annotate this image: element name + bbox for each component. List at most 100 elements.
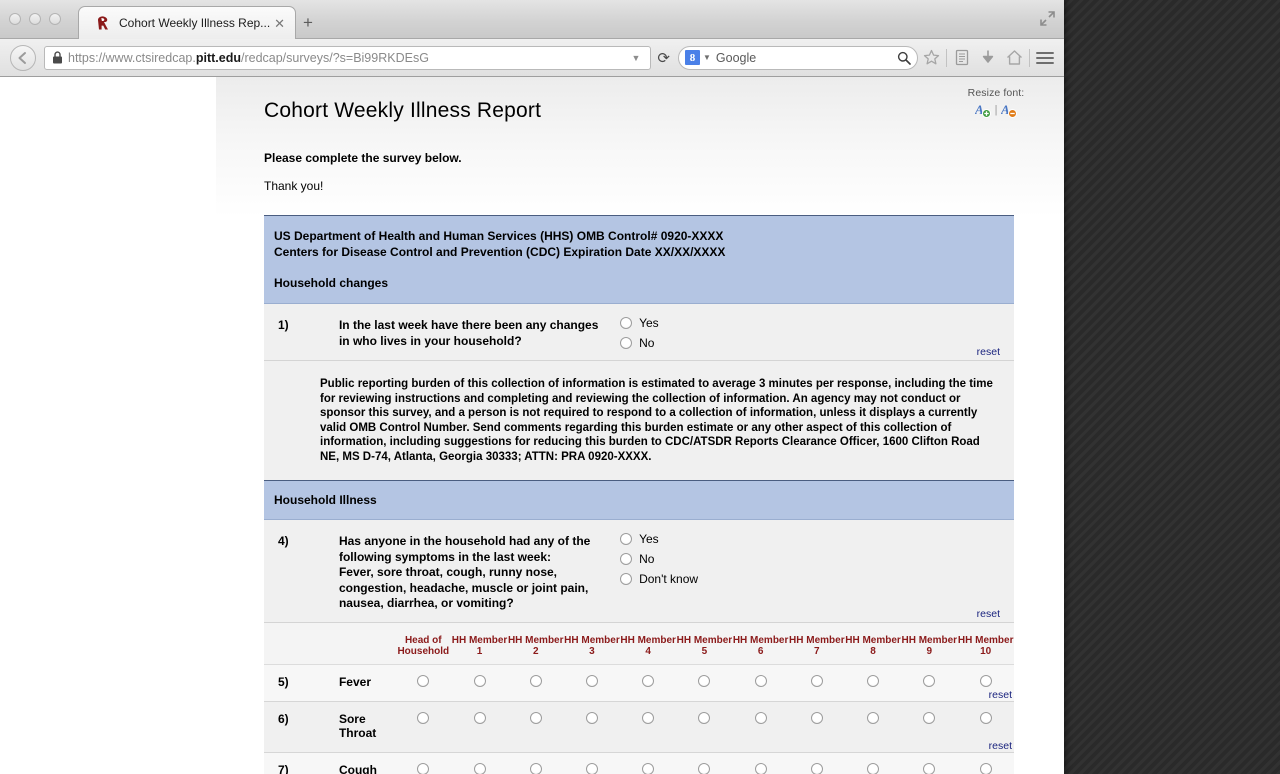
url-bar[interactable]: https://www.ctsiredcap.pitt.edu/redcap/s… [44,45,652,70]
matrix-cell[interactable] [676,752,732,774]
radio-icon[interactable] [698,711,711,724]
question-1-choice-yes[interactable]: Yes [620,316,1004,330]
matrix-cell[interactable] [508,701,564,752]
radio-icon[interactable] [979,674,992,687]
radio-icon[interactable] [529,762,542,774]
question-4-choice-yes[interactable]: Yes [620,532,1004,546]
radio-icon[interactable] [642,674,655,687]
maximize-window-button[interactable] [49,13,61,25]
radio-icon[interactable] [810,762,823,774]
radio-icon[interactable] [754,674,767,687]
reload-button[interactable]: ⟳ [657,49,670,67]
question-4-choice-no[interactable]: No [620,552,1004,566]
matrix-cell[interactable] [733,752,789,774]
radio-icon[interactable] [529,711,542,724]
matrix-cell[interactable] [451,752,507,774]
radio-icon[interactable] [867,711,880,724]
home-icon[interactable] [1001,45,1027,71]
radio-icon[interactable] [810,674,823,687]
radio-icon[interactable] [620,337,633,349]
matrix-cell[interactable] [676,664,732,701]
minimize-window-button[interactable] [29,13,41,25]
matrix-cell[interactable] [789,752,845,774]
decrease-font-icon[interactable]: A [1001,102,1018,118]
matrix-cell[interactable] [789,701,845,752]
fullscreen-icon[interactable] [1039,10,1056,27]
downloads-icon[interactable] [975,45,1001,71]
matrix-cell[interactable]: reset [957,701,1014,752]
matrix-cell[interactable] [845,701,901,752]
matrix-cell[interactable] [564,701,620,752]
matrix-cell[interactable] [395,664,451,701]
reading-list-icon[interactable] [949,45,975,71]
radio-icon[interactable] [585,711,598,724]
radio-icon[interactable] [923,711,936,724]
close-tab-icon[interactable]: ✕ [274,15,285,31]
matrix-cell[interactable] [508,752,564,774]
bookmark-star-icon[interactable] [918,45,944,71]
search-engine-caret-icon[interactable]: ▼ [703,53,711,62]
question-4-choice-dont-know[interactable]: Don't know [620,572,1004,586]
radio-icon[interactable] [473,762,486,774]
radio-icon[interactable] [585,674,598,687]
radio-icon[interactable] [698,674,711,687]
radio-icon[interactable] [529,674,542,687]
radio-icon[interactable] [979,762,992,774]
menu-hamburger-icon[interactable] [1032,45,1058,71]
matrix-cell[interactable] [620,701,676,752]
matrix-cell[interactable] [395,701,451,752]
radio-icon[interactable] [620,533,633,545]
matrix-row-reset-link[interactable]: reset [988,688,1012,701]
matrix-cell[interactable] [845,752,901,774]
radio-icon[interactable] [923,674,936,687]
radio-icon[interactable] [417,674,430,687]
search-icon[interactable] [897,51,911,65]
radio-icon[interactable] [417,711,430,724]
google-badge-icon[interactable]: 8 [685,50,700,65]
radio-icon[interactable] [754,762,767,774]
back-button[interactable] [10,44,36,71]
matrix-cell[interactable] [508,664,564,701]
close-window-button[interactable] [9,13,21,25]
matrix-cell[interactable] [564,664,620,701]
radio-icon[interactable] [473,711,486,724]
radio-icon[interactable] [923,762,936,774]
radio-icon[interactable] [698,762,711,774]
matrix-cell[interactable] [901,752,957,774]
radio-icon[interactable] [979,711,992,724]
search-input[interactable]: Google [715,50,757,65]
radio-icon[interactable] [417,762,430,774]
matrix-cell[interactable] [451,701,507,752]
url-dropdown-icon[interactable]: ▼ [631,52,641,63]
matrix-cell[interactable] [564,752,620,774]
matrix-cell[interactable] [620,752,676,774]
question-4-reset-link[interactable]: reset [976,607,1000,620]
question-1-choice-no[interactable]: No [620,336,1004,350]
radio-icon[interactable] [754,711,767,724]
matrix-cell[interactable] [733,664,789,701]
matrix-cell[interactable] [901,664,957,701]
matrix-cell[interactable]: reset [957,752,1014,774]
radio-icon[interactable] [473,674,486,687]
new-tab-button[interactable]: + [303,13,313,32]
radio-icon[interactable] [810,711,823,724]
radio-icon[interactable] [867,762,880,774]
matrix-cell[interactable] [395,752,451,774]
increase-font-icon[interactable]: A [975,102,991,118]
radio-icon[interactable] [867,674,880,687]
matrix-cell[interactable] [620,664,676,701]
search-bar[interactable]: 8 ▼ Google [678,45,918,70]
matrix-row-reset-link[interactable]: reset [988,739,1012,752]
radio-icon[interactable] [642,762,655,774]
radio-icon[interactable] [585,762,598,774]
matrix-cell[interactable] [451,664,507,701]
browser-tab[interactable]: Cohort Weekly Illness Rep... ✕ [78,6,296,39]
matrix-cell[interactable] [901,701,957,752]
matrix-cell[interactable] [845,664,901,701]
radio-icon[interactable] [620,553,633,565]
matrix-cell[interactable] [676,701,732,752]
matrix-cell[interactable] [733,701,789,752]
matrix-cell[interactable]: reset [957,664,1014,701]
radio-icon[interactable] [642,711,655,724]
radio-icon[interactable] [620,573,633,585]
